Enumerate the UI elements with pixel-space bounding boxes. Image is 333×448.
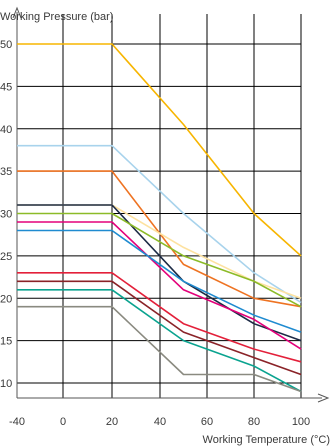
grid-layer <box>16 14 302 398</box>
series-line-1 <box>17 43 302 257</box>
x-tick-label: 80 <box>248 416 260 428</box>
x-tick-label: 60 <box>201 416 213 428</box>
series-line-8 <box>17 229 302 333</box>
x-tick-label: 100 <box>292 416 310 428</box>
series-layer <box>17 43 302 393</box>
y-tick-label: 30 <box>0 209 12 221</box>
y-tick-label: 50 <box>0 39 12 51</box>
y-tick-label: 35 <box>0 166 12 178</box>
x-tick-label: -40 <box>9 416 25 428</box>
x-tick-label: 0 <box>60 416 66 428</box>
y-tick-label: 15 <box>0 336 12 348</box>
y-tick-label: 10 <box>0 378 12 390</box>
label-layer: 10 15 20 25 30 35 40 45 50 -40 0 20 40 60 80 100 <box>0 39 310 428</box>
series-line-6 <box>17 212 302 308</box>
y-tick-label: 40 <box>0 124 12 136</box>
series-line-12 <box>17 305 302 393</box>
series-line-11 <box>17 288 302 393</box>
series-line-7 <box>17 221 302 350</box>
series-line-10 <box>17 280 302 376</box>
y-tick-label: 20 <box>0 293 12 305</box>
y-axis-title: Working Pressure (bar) <box>0 11 114 23</box>
y-tick-label: 25 <box>0 251 12 263</box>
y-axis-arrow-icon <box>12 6 22 19</box>
x-tick-label: 20 <box>106 416 118 428</box>
x-axis-arrow-icon <box>317 393 330 403</box>
x-tick-label: 40 <box>154 416 166 428</box>
y-tick-label: 45 <box>0 81 12 93</box>
series-line-3 <box>17 170 302 308</box>
series-line-9 <box>17 271 302 363</box>
series-line-2 <box>17 144 302 304</box>
x-axis-title: Working Temperature (°C) <box>203 434 330 446</box>
